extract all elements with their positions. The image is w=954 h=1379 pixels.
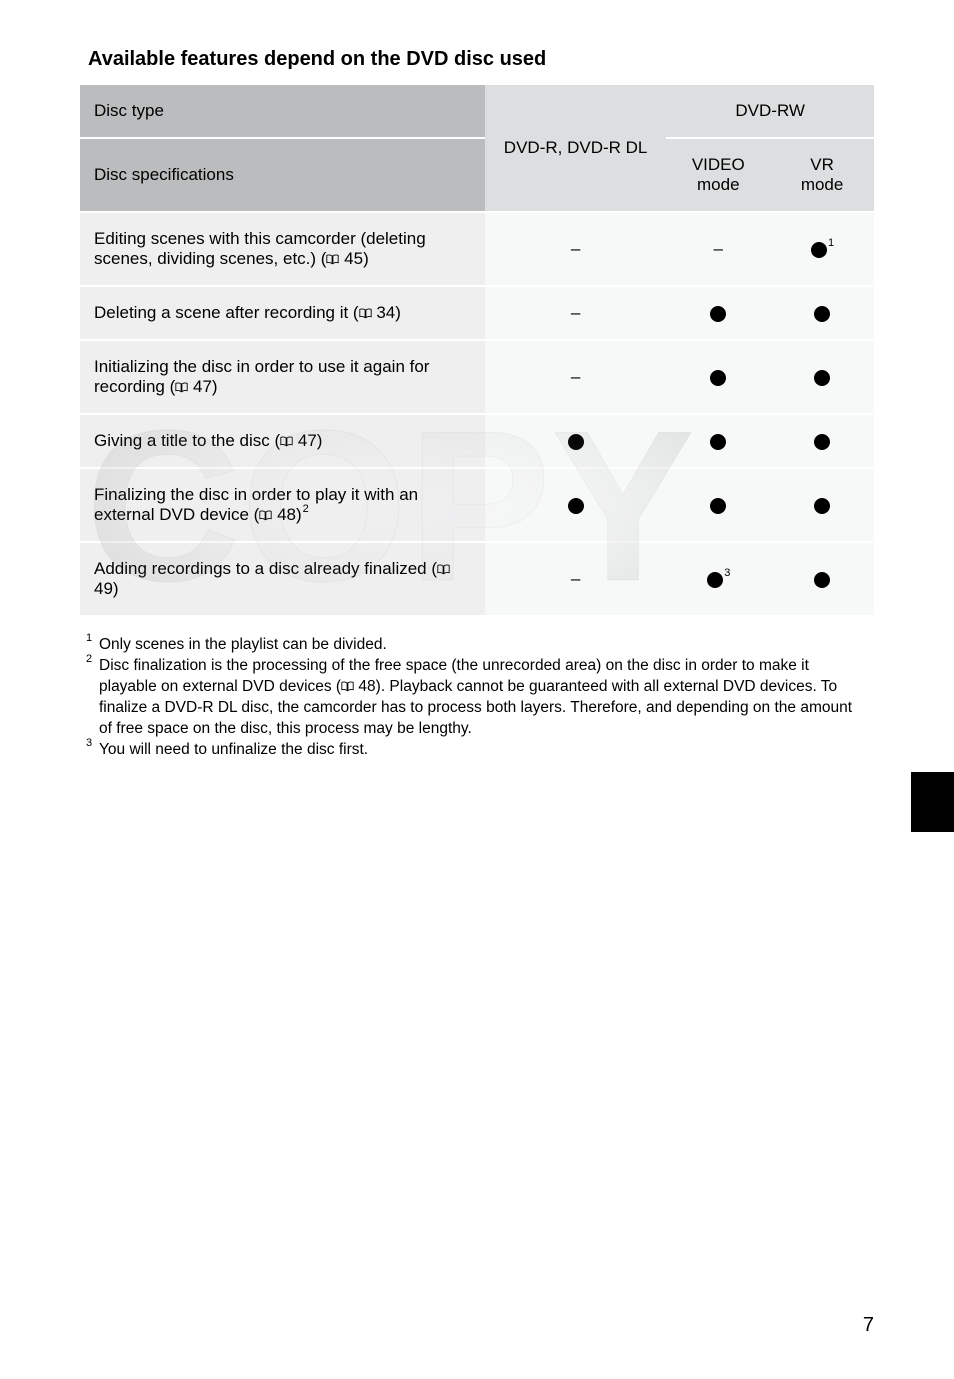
page-number: 7 xyxy=(863,1314,874,1337)
feature-cell xyxy=(485,415,667,469)
feature-cell xyxy=(666,415,770,469)
dot-icon xyxy=(814,572,830,588)
th-video-mode: VIDEO mode xyxy=(666,139,770,213)
table-row: Deleting a scene after recording it ( 34… xyxy=(80,287,874,341)
feature-label: Editing scenes with this camcorder (dele… xyxy=(80,213,485,287)
dot-icon xyxy=(814,434,830,450)
dot-icon xyxy=(814,498,830,514)
th-dvdr: DVD-R, DVD-R DL xyxy=(485,85,667,213)
footnotes: 1Only scenes in the playlist can be divi… xyxy=(80,635,874,761)
feature-cell: 3 xyxy=(666,543,770,617)
feature-cell xyxy=(770,469,874,543)
dot-icon xyxy=(568,498,584,514)
th-disc-specs: Disc specifications xyxy=(80,139,485,213)
features-table: Disc type DVD-R, DVD-R DL DVD-RW Disc sp… xyxy=(80,85,874,617)
page-side-tab xyxy=(911,772,954,832)
table-row: Initializing the disc in order to use it… xyxy=(80,341,874,415)
footnote-3: 3You will need to unfinalize the disc fi… xyxy=(86,740,868,761)
table-row: Adding recordings to a disc already fina… xyxy=(80,543,874,617)
dot-icon xyxy=(814,306,830,322)
feature-cell xyxy=(666,287,770,341)
table-row: Giving a title to the disc ( 47) xyxy=(80,415,874,469)
feature-label: Giving a title to the disc ( 47) xyxy=(80,415,485,469)
footnote-2: 2Disc finalization is the processing of … xyxy=(86,656,868,740)
feature-cell xyxy=(770,287,874,341)
footnote-1: 1Only scenes in the playlist can be divi… xyxy=(86,635,868,656)
dot-icon xyxy=(710,306,726,322)
th-vr-mode: VR mode xyxy=(770,139,874,213)
section-heading: Available features depend on the DVD dis… xyxy=(80,48,874,71)
dot-icon xyxy=(710,434,726,450)
dot-icon xyxy=(568,434,584,450)
th-disc-type: Disc type xyxy=(80,85,485,139)
dot-icon xyxy=(814,370,830,386)
feature-cell: – xyxy=(485,341,667,415)
feature-cell xyxy=(666,469,770,543)
footnote-2-text: Disc finalization is the processing of t… xyxy=(99,657,852,737)
table-row: Finalizing the disc in order to play it … xyxy=(80,469,874,543)
feature-cell: – xyxy=(485,213,667,287)
th-dvdrw: DVD-RW xyxy=(666,85,874,139)
feature-cell: – xyxy=(666,213,770,287)
feature-label: Adding recordings to a disc already fina… xyxy=(80,543,485,617)
feature-cell: 1 xyxy=(770,213,874,287)
feature-label: Initializing the disc in order to use it… xyxy=(80,341,485,415)
table-row: Editing scenes with this camcorder (dele… xyxy=(80,213,874,287)
dot-icon xyxy=(710,498,726,514)
dot-icon xyxy=(811,242,827,258)
dot-icon xyxy=(710,370,726,386)
feature-label: Finalizing the disc in order to play it … xyxy=(80,469,485,543)
feature-cell: – xyxy=(485,287,667,341)
feature-cell: – xyxy=(485,543,667,617)
feature-cell xyxy=(666,341,770,415)
feature-cell xyxy=(485,469,667,543)
feature-cell xyxy=(770,341,874,415)
footnote-1-text: Only scenes in the playlist can be divid… xyxy=(99,636,387,653)
feature-cell xyxy=(770,415,874,469)
feature-label: Deleting a scene after recording it ( 34… xyxy=(80,287,485,341)
dot-icon xyxy=(707,572,723,588)
footnote-3-text: You will need to unfinalize the disc fir… xyxy=(99,741,368,758)
feature-cell xyxy=(770,543,874,617)
